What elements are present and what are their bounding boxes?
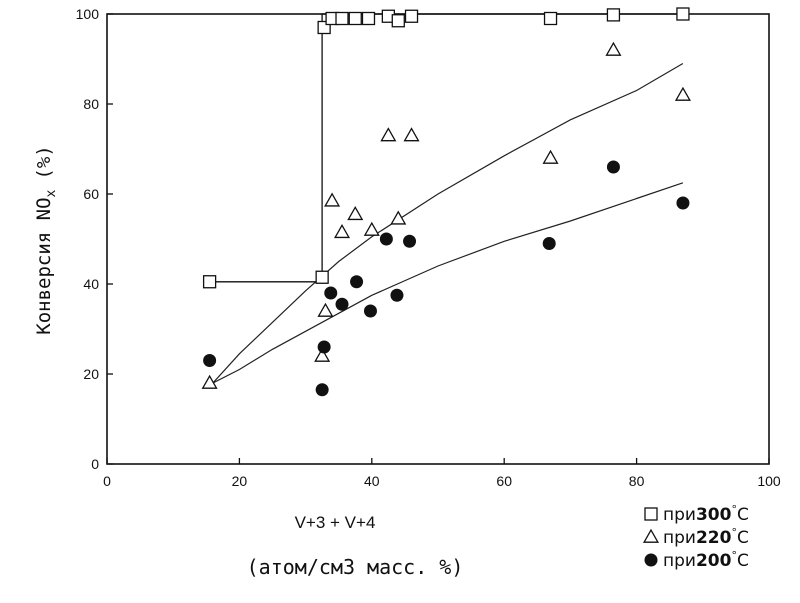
triangle-marker [405, 129, 419, 141]
square-marker [677, 8, 689, 20]
fit-curve [213, 64, 683, 384]
y-tick-label: 0 [91, 456, 99, 472]
x-tick-label: 0 [103, 473, 111, 489]
circle-marker [336, 298, 349, 311]
triangle-marker [319, 304, 333, 316]
y-axis-title-tail: (%) [33, 145, 55, 179]
legend-label: при200°C [663, 549, 749, 571]
legend-label: при300°C [663, 503, 749, 525]
legend-prefix: при [663, 528, 696, 548]
triangle-marker [381, 129, 395, 141]
x-tick-label: 100 [757, 473, 781, 489]
circle-marker [316, 383, 329, 396]
triangle-marker [391, 212, 405, 224]
legend: при300°Cпри220°Cпри200°C [644, 503, 749, 571]
data-points [203, 8, 690, 396]
circle-marker [390, 289, 403, 302]
x-axis-title-line2: (атом/см3 масс. %) [247, 555, 464, 579]
circle-marker [403, 235, 416, 248]
square-marker [607, 9, 619, 21]
circle-marker [203, 354, 216, 367]
square-marker [406, 10, 418, 22]
legend-temp: 200 [696, 551, 732, 571]
legend-unit: C [737, 551, 749, 571]
x-tick-label: 80 [629, 473, 645, 489]
circle-marker [324, 287, 337, 300]
circle-marker [543, 237, 556, 250]
square-marker [362, 13, 374, 25]
y-tick-label: 80 [83, 96, 99, 112]
legend-temp: 300 [696, 505, 732, 525]
square-marker [316, 271, 328, 283]
triangle-marker [544, 151, 558, 163]
triangle-marker [348, 207, 362, 219]
square-marker [392, 15, 404, 27]
legend-unit: C [737, 505, 749, 525]
square-marker [204, 276, 216, 288]
y-axis-title-main: Конверсия NO [33, 197, 55, 334]
plot-frame [107, 14, 769, 464]
triangle-marker [644, 530, 658, 542]
x-tick-label: 20 [232, 473, 248, 489]
axis-ticks: 0 20 40 60 80 100 0 20 40 60 80 100 [76, 6, 781, 489]
square-marker [545, 13, 557, 25]
square-marker [645, 508, 657, 520]
fit-curve [213, 183, 683, 383]
y-tick-label: 40 [83, 276, 99, 292]
circle-marker [645, 554, 658, 567]
y-tick-label: 60 [83, 186, 99, 202]
circle-marker [350, 275, 363, 288]
legend-prefix: при [663, 505, 696, 525]
circle-marker [607, 161, 620, 174]
triangle-marker [335, 225, 349, 237]
y-tick-label: 20 [83, 366, 99, 382]
square-marker [349, 13, 361, 25]
triangle-marker [365, 223, 379, 235]
square-marker [336, 13, 348, 25]
circle-marker [318, 341, 331, 354]
triangle-marker [325, 194, 339, 206]
x-tick-label: 40 [364, 473, 380, 489]
fit-curves [213, 64, 683, 384]
circle-marker [676, 197, 689, 210]
triangle-marker [607, 43, 621, 55]
triangle-marker [676, 88, 690, 100]
legend-label: при220°C [663, 526, 749, 548]
x-tick-label: 60 [496, 473, 512, 489]
legend-temp: 220 [696, 528, 732, 548]
y-axis-title-sub: x [44, 189, 59, 197]
y-tick-label: 100 [76, 6, 100, 22]
legend-prefix: при [663, 551, 696, 571]
legend-unit: C [737, 528, 749, 548]
y-axis-title: Конверсия NOx (%) [33, 145, 59, 334]
x-axis-title-line1: V+3 + V+4 [295, 513, 376, 532]
circle-marker [380, 233, 393, 246]
circle-marker [364, 305, 377, 318]
